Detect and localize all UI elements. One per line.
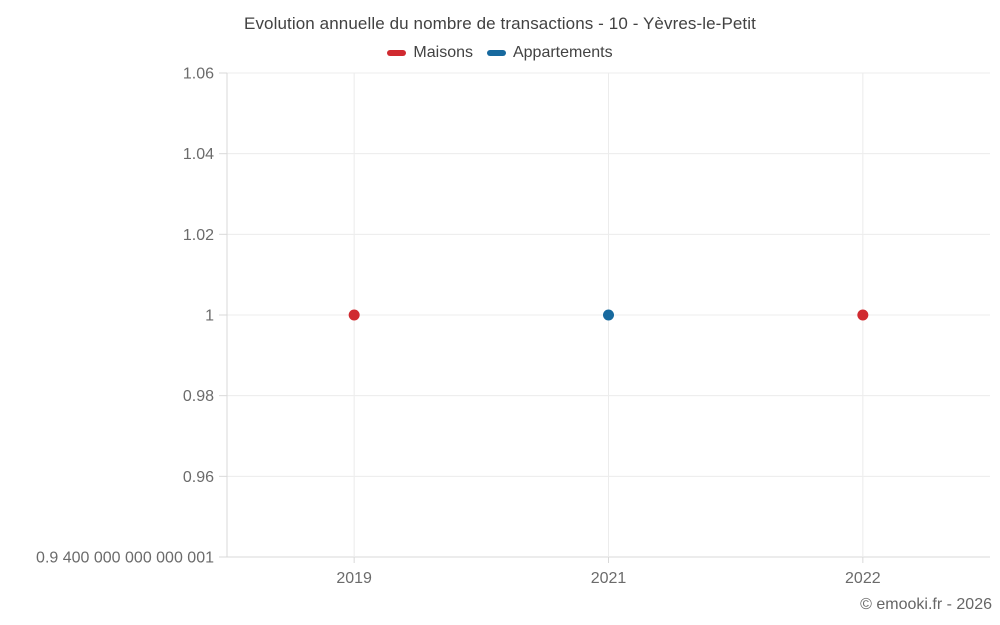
legend-item-label: Appartements [512, 44, 613, 61]
legend: Maisons Appartements [0, 44, 1000, 62]
y-tick-label: 1.02 [183, 227, 214, 244]
x-tick-label: 2022 [845, 570, 881, 587]
y-tick-label: 1.04 [183, 146, 214, 163]
legend-item-maisons[interactable]: Maisons [387, 44, 473, 62]
y-tick-label: 1.06 [183, 66, 214, 83]
data-point-maisons[interactable] [348, 309, 360, 321]
appartements-series-swatch-icon [486, 50, 506, 56]
y-tick-label: 0.96 [183, 469, 214, 486]
maisons-series-swatch-icon [387, 50, 407, 56]
y-tick-label: 0.9 400 000 000 000 001 [36, 550, 214, 567]
chart-title: Evolution annuelle du nombre de transact… [244, 14, 756, 33]
attribution: © emooki.fr - 2026 [860, 596, 992, 613]
x-tick-label: 2019 [336, 570, 372, 587]
data-point-appartements[interactable] [603, 309, 614, 321]
y-tick-label: 1 [205, 308, 214, 325]
y-tick-label: 0.98 [183, 388, 214, 405]
legend-item-appartements[interactable]: Appartements [486, 44, 613, 62]
x-tick-label: 2021 [591, 570, 627, 587]
data-point-maisons[interactable] [857, 309, 869, 321]
legend-item-label: Maisons [413, 44, 473, 61]
